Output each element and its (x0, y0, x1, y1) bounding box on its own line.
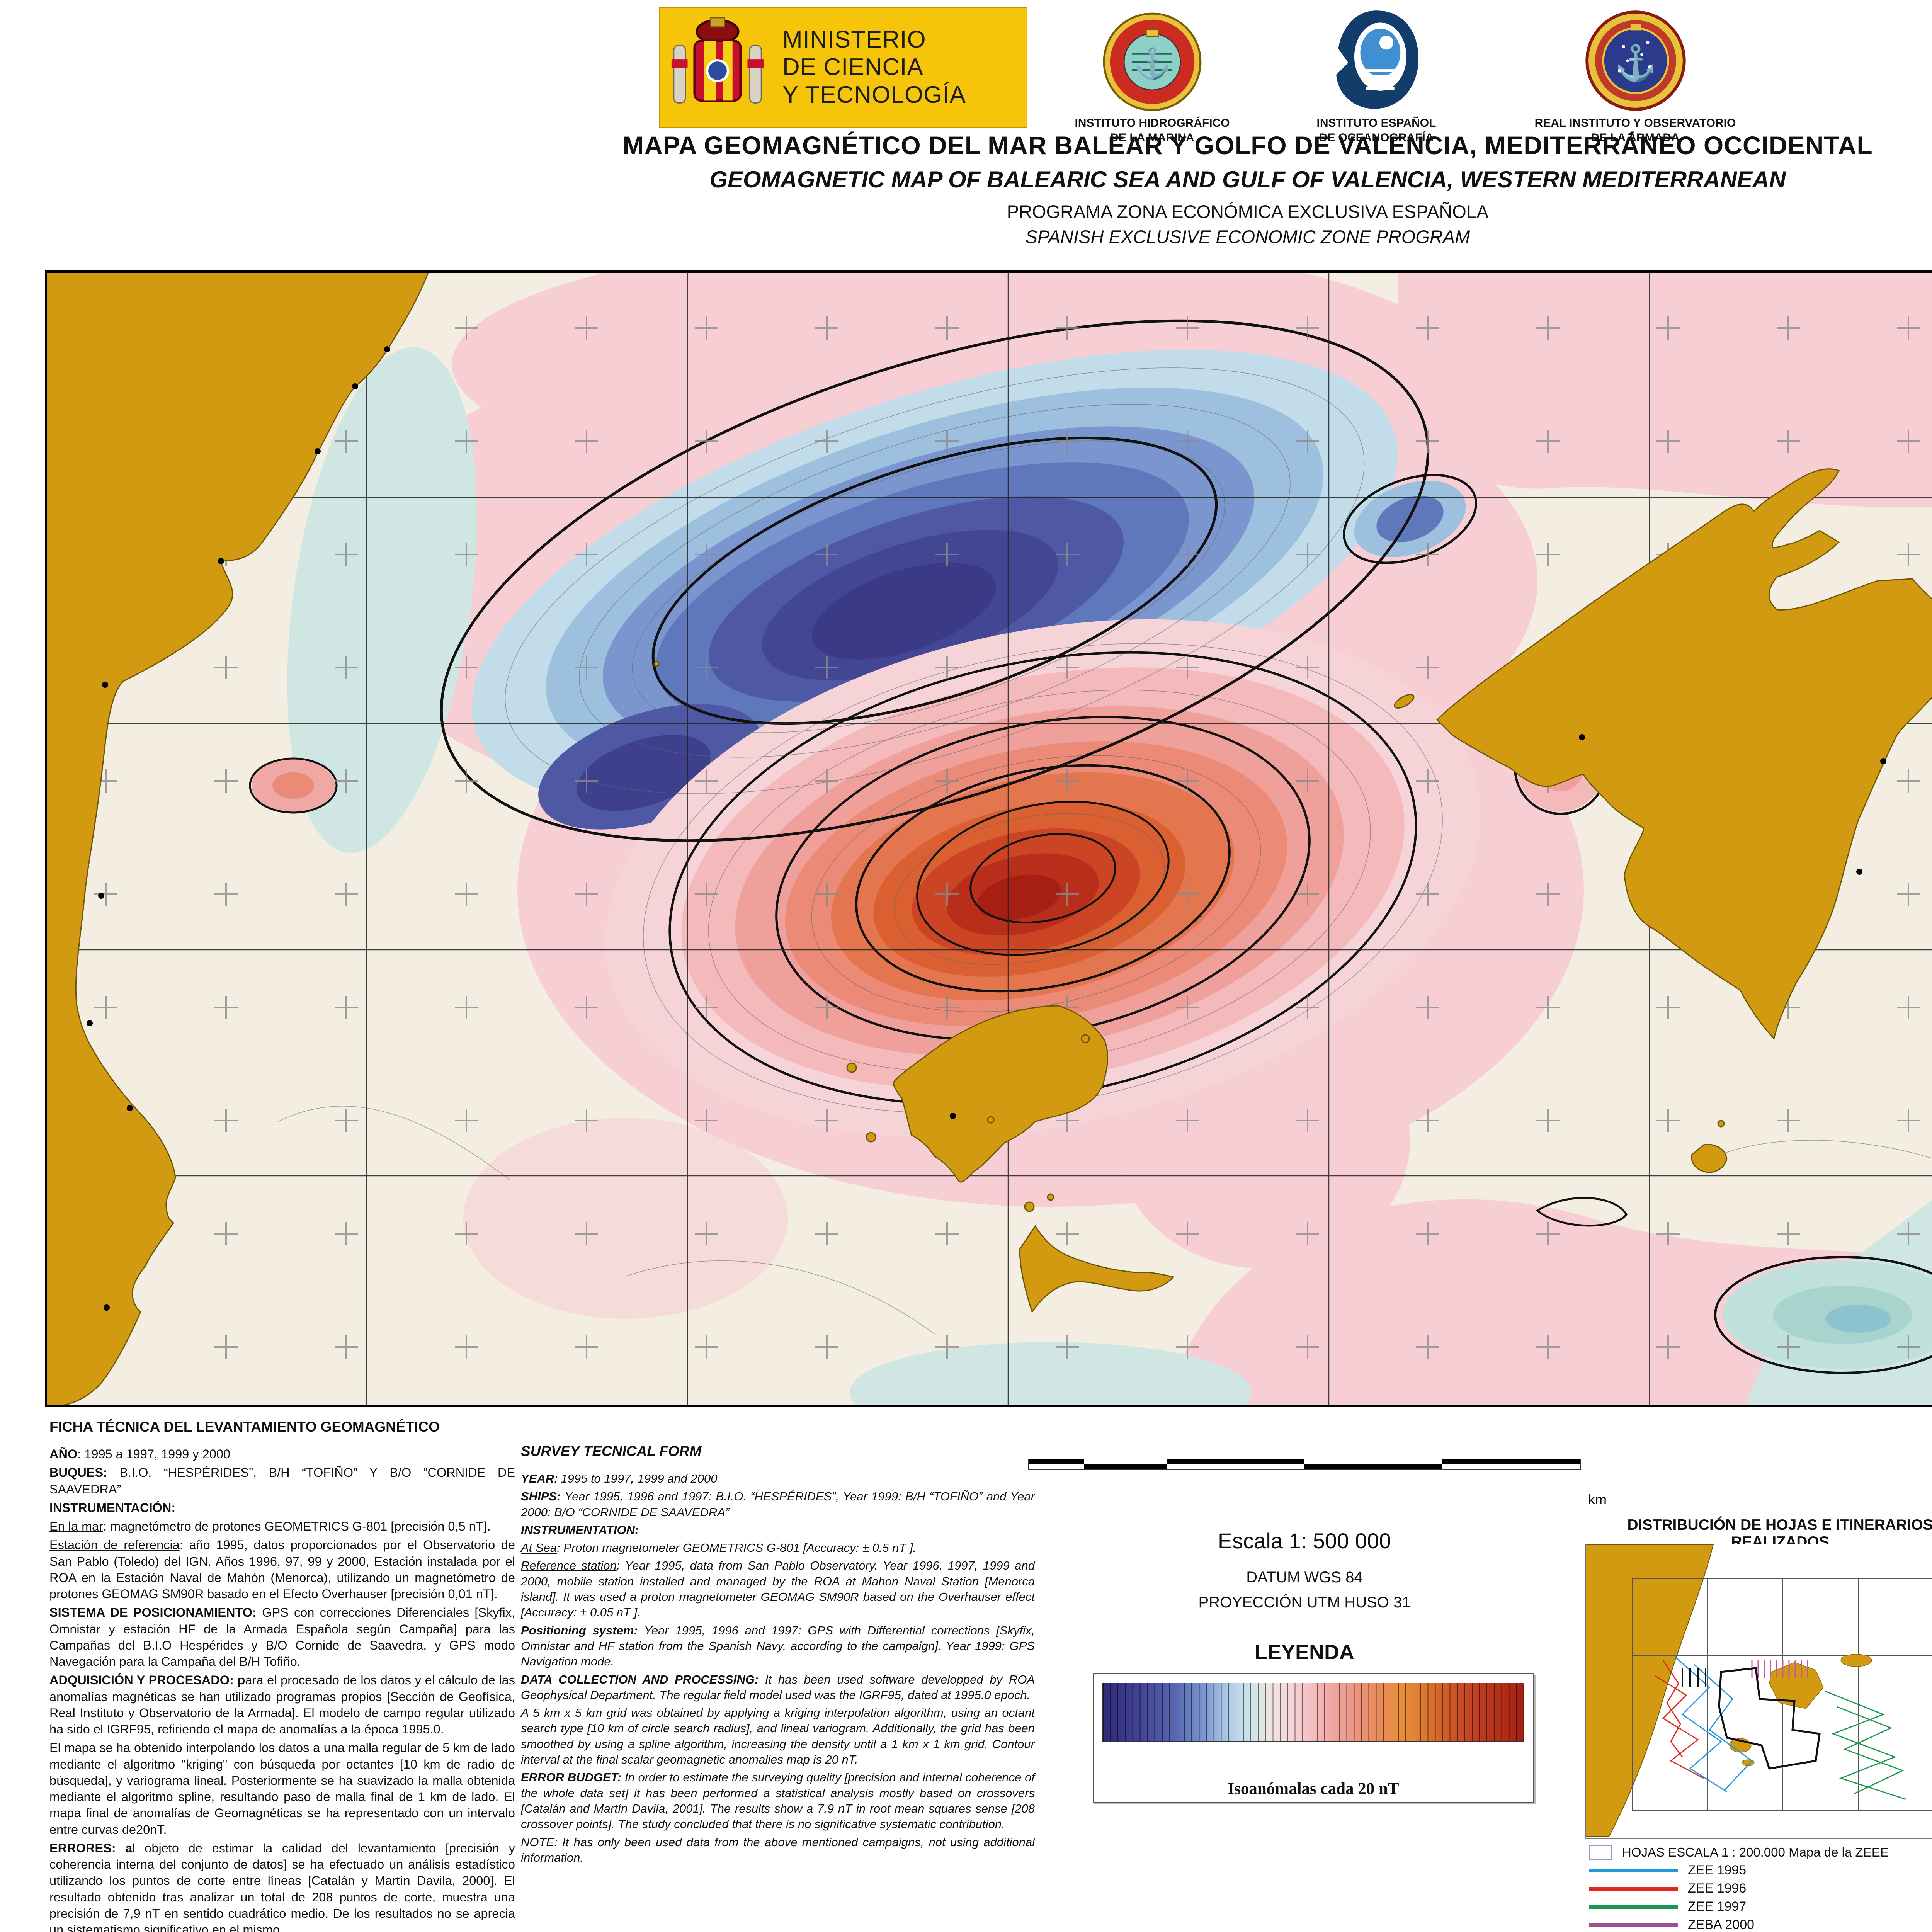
roa-caption: REAL INSTITUTO Y OBSERVATORIO DE LA ARMA… (1534, 117, 1736, 144)
legend-row: ZEE 1997 (1589, 1898, 1932, 1916)
city-dot (127, 1105, 133, 1111)
paragraph: En la mar: magnetómetro de protones GEOM… (49, 1519, 491, 1533)
contour-interval-note: Isoanómalas cada 20 nT (1228, 1780, 1399, 1798)
legend-label: ZEBA 2000 (1688, 1917, 1755, 1932)
city-dot (102, 682, 108, 688)
city-dot (384, 346, 390, 352)
tech-sheet-title: FICHA TÉCNICA DEL LEVANTAMIENTO GEOMAGNÉ… (49, 1419, 440, 1435)
legend-row: ZEBA 2000 (1589, 1916, 1932, 1932)
legend-label: HOJAS ESCALA 1 : 200.000 Mapa de la ZEEE (1622, 1845, 1889, 1859)
scalebar (1028, 1459, 1581, 1473)
distribution-map-canvas (1585, 1544, 1932, 1837)
scale-unit: km (1588, 1492, 1607, 1507)
colorbar-box: Isoanómalas cada 20 nT (1093, 1673, 1534, 1803)
paragraph: AÑO: 1995 a 1997, 1999 y 2000 (49, 1447, 230, 1461)
dragonera-islet (1394, 694, 1415, 709)
subtitle-es: PROGRAMA ZONA ECONÓMICA EXCLUSIVA ESPAÑO… (1007, 201, 1489, 222)
survey-form-title: SURVEY TECNICAL FORM (521, 1443, 702, 1459)
spain-coat-of-arms-icon (671, 17, 764, 104)
legend-swatch-icon (1589, 1923, 1678, 1927)
legend-label: ZEE 1995 (1688, 1863, 1747, 1878)
legend-row: HOJAS ESCALA 1 : 200.000 Mapa de la ZEEE (1589, 1843, 1932, 1861)
legend-swatch-icon (1589, 1845, 1612, 1860)
paragraph: BUQUES: B.I.O. “HESPÉRIDES”, B/H “TOFIÑO… (49, 1466, 515, 1496)
paragraph: YEAR: 1995 to 1997, 1999 and 2000 (521, 1472, 718, 1485)
tech-sheet-es: FICHA TÉCNICA DEL LEVANTAMIENTO GEOMAGNÉ… (49, 1419, 515, 1932)
city-dot (352, 383, 358, 389)
svg-text:⚓: ⚓ (1133, 46, 1171, 81)
survey-form-en: SURVEY TECNICAL FORM YEAR: 1995 to 1997,… (521, 1443, 1035, 1868)
land (46, 272, 1932, 1406)
paragraph: El mapa se ha obtenido interpolando los … (49, 1741, 515, 1837)
ministry-logo: MINISTERIO DE CIENCIA Y TECNOLOGÍA (659, 7, 1027, 128)
city-dot (1579, 734, 1585, 740)
colorbar-ticks (1102, 1745, 1524, 1779)
projection-text: PROYECCIÓN UTM HUSO 31 (1198, 1594, 1411, 1611)
map-canvas (46, 272, 1932, 1406)
mallorca (1436, 468, 1932, 1040)
ieo-logo (1326, 9, 1427, 113)
title-es: MAPA GEOMAGNÉTICO DEL MAR BALEAR Y GOLFO… (622, 131, 1873, 160)
paragraph: ADQUISICIÓN Y PROCESADO: para el procesa… (49, 1673, 515, 1736)
paragraph: Positioning system: Year 1995, 1996 and … (521, 1623, 1035, 1668)
ieo-caption: INSTITUTO ESPAÑOL DE OCEANOGRAFÍA (1316, 117, 1436, 144)
datum-text: DATUM WGS 84 (1246, 1569, 1363, 1586)
ihm-caption: INSTITUTO HIDROGRÁFICO DE LA MARINA (1075, 117, 1230, 144)
city-dot (218, 558, 224, 564)
city-dot (1856, 869, 1862, 875)
subtitle-en: SPANISH EXCLUSIVE ECONOMIC ZONE PROGRAM (1025, 226, 1470, 247)
paragraph: SISTEMA DE POSICIONAMIENTO: GPS con corr… (49, 1605, 515, 1668)
city-dot (98, 893, 104, 899)
legend-label: ZEE 1996 (1688, 1881, 1747, 1896)
paragraph: ERROR BUDGET: In order to estimate the s… (521, 1770, 1035, 1831)
formentera (1019, 1225, 1175, 1313)
cabrera (1691, 1144, 1728, 1173)
svg-text:⚓: ⚓ (1614, 44, 1657, 83)
paragraph: INSTRUMENTATION: (521, 1523, 639, 1537)
city-dot (1880, 758, 1886, 764)
city-dot (87, 1020, 93, 1026)
survey-form-paragraphs: YEAR: 1995 to 1997, 1999 and 2000 SHIPS: … (521, 1471, 1035, 1866)
paragraph: A 5 km x 5 km grid was obtained by apply… (521, 1706, 1035, 1767)
paragraph: SHIPS: Year 1995, 1996 and 1997: B.I.O. … (521, 1490, 1035, 1519)
scale-text: Escala 1: 500 000 (1218, 1529, 1391, 1553)
legend-row: ZEE 1995 (1589, 1861, 1932, 1879)
roa-logo: ⚓ (1585, 10, 1686, 111)
legend-label: ZEE 1997 (1688, 1899, 1747, 1914)
paragraph: Reference station: Year 1995, data from … (521, 1559, 1035, 1619)
legend-title: LEYENDA (1254, 1641, 1355, 1664)
city-dot (950, 1113, 956, 1119)
paragraph: ERRORES: al objeto de estimar la calidad… (49, 1841, 515, 1932)
map-inner-frame (46, 272, 1932, 1406)
paragraph: NOTE: It has only been used data from th… (521, 1835, 1035, 1864)
distribution-legend: HOJAS ESCALA 1 : 200.000 Mapa de la ZEEE… (1589, 1843, 1932, 1932)
ihm-logo: ⚓ (1102, 12, 1202, 112)
legend-swatch-icon (1589, 1868, 1678, 1872)
scalebar-ticks (1028, 1438, 1581, 1454)
paragraph: Estación de referencia: año 1995, datos … (49, 1538, 515, 1601)
map-overlay (45, 270, 1932, 1407)
legend-swatch-icon (1589, 1886, 1678, 1891)
geomagnetic-map (45, 270, 1932, 1407)
paragraph: INSTRUMENTACIÓN: (49, 1500, 176, 1515)
paragraph: DATA COLLECTION AND PROCESSING: It has b… (521, 1672, 1035, 1702)
tech-sheet-paragraphs: AÑO: 1995 a 1997, 1999 y 2000 BUQUES: B.I… (49, 1446, 515, 1932)
paragraph: At Sea: Proton magnetometer GEOMETRICS G… (521, 1541, 917, 1555)
legend-swatch-icon (1589, 1905, 1678, 1909)
distribution-map (1585, 1544, 1932, 1839)
colorbar (1102, 1683, 1524, 1742)
legend-row: ZEE 1996 (1589, 1879, 1932, 1898)
city-dot (104, 1304, 110, 1311)
ibiza (893, 1005, 1109, 1183)
ministry-name: MINISTERIO DE CIENCIA Y TECNOLOGÍA (782, 26, 966, 108)
title-en: GEOMAGNETIC MAP OF BALEARIC SEA AND GULF… (709, 167, 1786, 192)
graticule (46, 272, 1932, 1406)
distribution-panel: DISTRIBUCIÓN DE HOJAS E ITINERARIOS REAL… (1577, 1517, 1932, 1932)
city-dot (315, 448, 321, 454)
